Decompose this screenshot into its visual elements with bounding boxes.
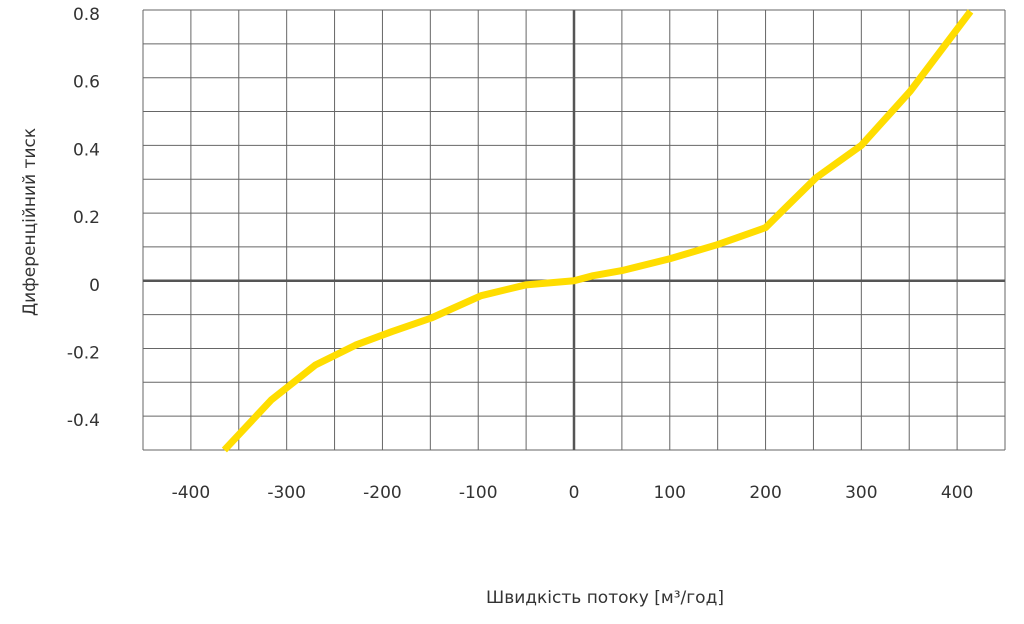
x-tick-label: -200: [363, 483, 402, 503]
y-tick-label: -0.2: [67, 343, 100, 363]
x-tick-label: -300: [267, 483, 306, 503]
y-tick-label: -0.4: [67, 411, 100, 431]
data-line: [221, 9, 974, 453]
x-tick-label: 0: [569, 483, 580, 503]
y-tick-label: 0.4: [73, 140, 100, 160]
y-tick-label: 0.2: [73, 208, 100, 228]
x-tick-label: 200: [749, 483, 781, 503]
y-tick-label: 0.8: [73, 5, 100, 25]
x-tick-label: 300: [845, 483, 877, 503]
y-tick-label: 0.6: [73, 73, 100, 93]
x-tick-label: 100: [654, 483, 686, 503]
x-tick-label: 400: [941, 483, 973, 503]
x-axis-label: Швидкість потоку [м³/год]: [486, 588, 724, 608]
y-tick-label: 0: [89, 276, 100, 296]
x-tick-label: -100: [459, 483, 498, 503]
x-tick-label: -400: [172, 483, 211, 503]
y-axis-label: Диференційний тиск: [20, 128, 40, 316]
